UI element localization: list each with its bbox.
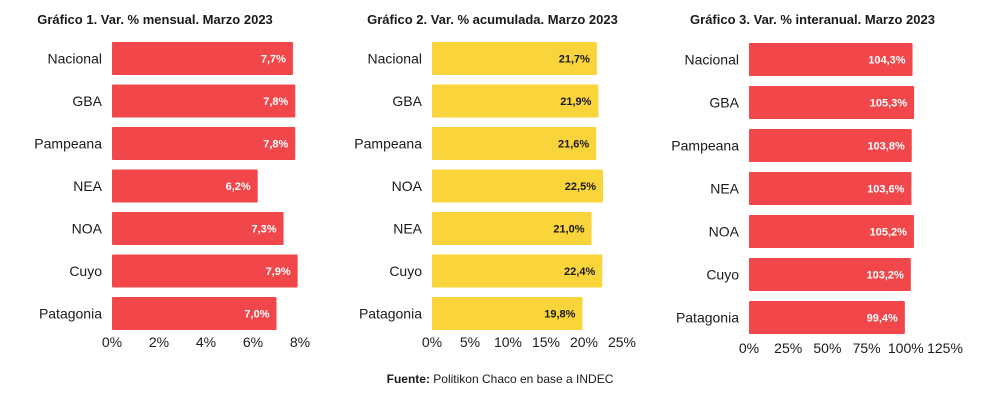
data-label: 104,3% — [868, 55, 906, 67]
x-tick-label: 100% — [888, 340, 924, 356]
category-label: Nacional — [685, 52, 739, 68]
data-label: 103,6% — [867, 184, 905, 196]
x-tick-label: 125% — [927, 340, 963, 356]
data-label: 22,5% — [565, 181, 596, 193]
bar — [432, 254, 603, 288]
x-tick-label: 8% — [290, 334, 310, 350]
x-tick-label: 15% — [532, 334, 560, 350]
bar — [749, 129, 912, 162]
category-label: NEA — [73, 178, 102, 194]
x-tick-label: 0% — [102, 334, 122, 350]
data-label: 21,9% — [560, 96, 591, 108]
category-label: NOA — [392, 178, 423, 194]
data-label: 19,8% — [544, 309, 575, 321]
bar — [432, 169, 603, 203]
chart-yearly-svg: Nacional 104,3% GBA 105,3% Pampeana 103,8% NEA… — [671, 43, 963, 356]
chart-cumulative-svg: Nacional 21,7% GBA 21,9% Pampeana 21,6% NOA 22,… — [354, 42, 636, 350]
data-label: 7,7% — [261, 54, 286, 66]
data-label: 7,8% — [263, 96, 288, 108]
source-footer: Fuente: Politikon Chaco en base a INDEC — [0, 372, 1000, 386]
data-label: 7,8% — [263, 139, 288, 151]
category-label: NEA — [393, 221, 422, 237]
data-label: 21,0% — [553, 224, 584, 236]
chart-title: Gráfico 1. Var. % mensual. Marzo 2023 — [37, 12, 273, 27]
category-label: NOA — [72, 221, 103, 237]
category-label: Pampeana — [354, 136, 422, 152]
x-tick-label: 0% — [739, 340, 759, 356]
bar — [749, 86, 915, 119]
data-label: 7,3% — [251, 224, 276, 236]
category-label: Patagonia — [359, 306, 422, 322]
x-tick-label: 5% — [460, 334, 480, 350]
x-tick-label: 10% — [494, 334, 522, 350]
data-label: 7,0% — [244, 309, 269, 321]
x-tick-label: 50% — [813, 340, 841, 356]
bar — [112, 169, 258, 203]
chart-title: Gráfico 2. Var. % acumulada. Marzo 2023 — [367, 12, 618, 27]
bar — [749, 301, 905, 334]
x-tick-label: 2% — [149, 334, 169, 350]
bar — [432, 84, 599, 118]
data-label: 22,4% — [564, 266, 595, 278]
data-label: 99,4% — [867, 313, 898, 325]
category-label: Cuyo — [69, 263, 102, 279]
chart-cumulative: Gráfico 2. Var. % acumulada. Marzo 2023 … — [330, 0, 660, 370]
bar — [112, 254, 298, 288]
bar — [749, 258, 911, 291]
data-label: 21,6% — [558, 139, 589, 151]
category-label: Cuyo — [389, 263, 422, 279]
data-label: 103,2% — [867, 270, 905, 282]
category-label: Patagonia — [39, 306, 102, 322]
bar — [432, 127, 597, 160]
category-label: Cuyo — [706, 267, 739, 283]
bar — [749, 43, 913, 76]
source-text: Politikon Chaco en base a INDEC — [429, 372, 614, 386]
data-label: 7,9% — [266, 266, 291, 278]
category-label: Patagonia — [676, 310, 739, 326]
bar — [432, 297, 583, 330]
x-tick-label: 4% — [196, 334, 216, 350]
bar — [112, 42, 293, 75]
category-label: GBA — [392, 93, 422, 109]
x-tick-label: 25% — [608, 334, 636, 350]
bar — [432, 42, 597, 75]
bar — [749, 215, 914, 248]
x-tick-label: 25% — [774, 340, 802, 356]
data-label: 21,7% — [559, 54, 590, 66]
data-label: 6,2% — [226, 181, 251, 193]
category-label: Pampeana — [34, 136, 102, 152]
category-label: Pampeana — [671, 138, 739, 154]
bar — [112, 127, 296, 160]
x-tick-label: 0% — [422, 334, 442, 350]
source-label: Fuente: — [386, 372, 430, 386]
x-tick-label: 20% — [570, 334, 598, 350]
data-label: 105,2% — [870, 227, 908, 239]
bar — [749, 172, 912, 205]
bar — [112, 297, 277, 330]
data-label: 103,8% — [867, 141, 905, 153]
category-label: GBA — [72, 93, 102, 109]
bar — [112, 84, 296, 118]
x-tick-label: 75% — [853, 340, 881, 356]
chart-monthly-svg: Nacional 7,7% GBA 7,8% Pampeana 7,8% NEA 6,2% NO… — [34, 42, 310, 350]
bar — [112, 212, 284, 245]
category-label: NOA — [709, 224, 740, 240]
chart-monthly: Gráfico 1. Var. % mensual. Marzo 2023 Na… — [0, 0, 330, 370]
bar — [432, 212, 592, 245]
category-label: GBA — [709, 95, 739, 111]
chart-title: Gráfico 3. Var. % interanual. Marzo 2023 — [690, 12, 935, 27]
category-label: NEA — [710, 181, 739, 197]
data-label: 105,3% — [870, 98, 908, 110]
x-tick-label: 6% — [243, 334, 263, 350]
category-label: Nacional — [368, 51, 422, 67]
chart-yearly: Gráfico 3. Var. % interanual. Marzo 2023… — [660, 0, 1000, 370]
category-label: Nacional — [48, 51, 102, 67]
